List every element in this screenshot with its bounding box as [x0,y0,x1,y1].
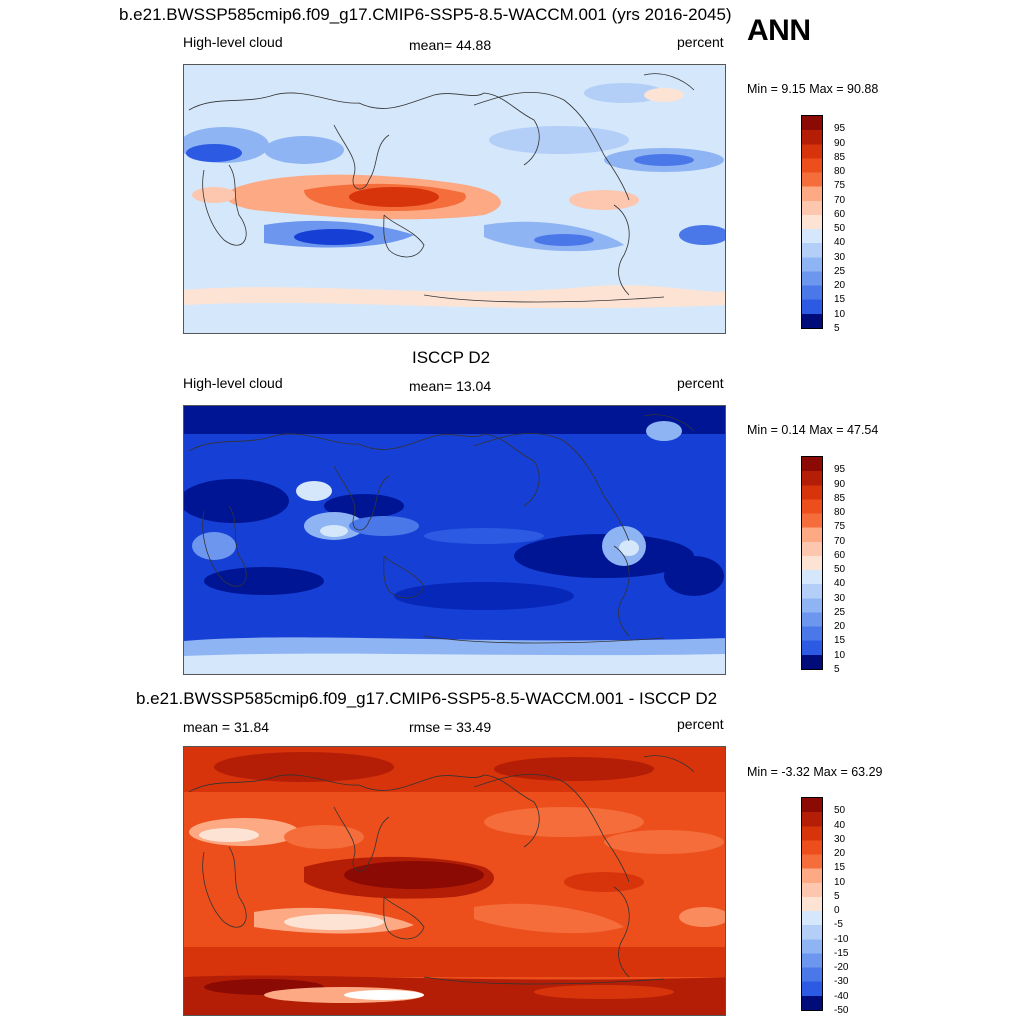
panel3-colorbar-tick-label: 0 [834,905,840,917]
panel3-mean-label: mean = 31.84 [183,719,270,735]
panel3-colorbar-tick-label: 50 [834,805,846,817]
panel2-colorbar-tick-label: 20 [834,621,846,633]
panel1-colorbar-tick-label: 75 [834,180,846,192]
panel1-colorbar [801,115,823,329]
season-label: ANN [747,14,811,47]
panel1-colorbar-tick-label: 20 [834,280,846,292]
panel3-colorbar-tick-label: 40 [834,819,846,831]
panel2-colorbar-tick-label: 5 [834,664,840,675]
panel3-colorbar [801,797,823,1011]
panel3-colorbar-tick-label: -20 [834,962,849,974]
panel2-colorbar-tick-label: 80 [834,507,846,519]
panel1-map [183,64,726,334]
panel2-colorbar-tick-label: 95 [834,464,846,476]
panel2-colorbar-tick-label: 85 [834,492,846,504]
panel3-rmse-label: rmse = 33.49 [409,719,492,735]
panel2-colorbar-tick-label: 90 [834,478,846,490]
panel2-map [183,405,726,675]
panel1-colorbar-tick-label: 85 [834,151,846,163]
panel3-colorbar-tick-label: -10 [834,933,849,945]
panel2-minmax: Min = 0.14 Max = 47.54 [747,423,879,437]
panel2-colorbar-tick-label: 10 [834,649,846,661]
panel3-colorbar-tick-label: -30 [834,976,849,988]
panel1-colorbar-tick-label: 10 [834,308,846,320]
panel2-variable-label: High-level cloud [183,375,283,391]
panel2-colorbar-tick-label: 30 [834,592,846,604]
panel3-colorbar-tick-label: 5 [834,890,840,902]
panel1-colorbar-tick-label: 15 [834,294,846,306]
panel1-colorbar-tick-label: 80 [834,166,846,178]
panel1-colorbar-tick-label: 95 [834,123,846,135]
panel1-units-label: percent [677,34,724,50]
panel3-colorbar-tick-label: 15 [834,862,846,874]
panel3-colorbar-tick-label: 10 [834,876,846,888]
panel3-colorbar-tick-label: -40 [834,990,849,1002]
panel1-mean-label: mean= 44.88 [409,37,492,53]
panel2-colorbar-tick-label: 60 [834,549,846,561]
panel2-colorbar-tick-label: 70 [834,535,846,547]
panel1-colorbar-tick-label: 50 [834,223,846,235]
panel2-colorbar-tick-label: 40 [834,578,846,590]
panel1-colorbar-tick-label: 90 [834,137,846,149]
panel2-colorbar [801,456,823,670]
panel3-minmax: Min = -3.32 Max = 63.29 [747,765,883,779]
panel1-colorbar-tick-label: 40 [834,237,846,249]
panel3-title: b.e21.BWSSP585cmip6.f09_g17.CMIP6-SSP5-8… [136,689,718,708]
panel3-colorbar-tick-label: 20 [834,848,846,860]
panel1-colorbar-tick-label: 5 [834,323,840,334]
panel2-colorbar-tick-label: 50 [834,564,846,576]
panel2-colorbar-tick-label: 25 [834,606,846,618]
panel2-title: ISCCP D2 [412,348,491,367]
panel1-colorbar-tick-label: 30 [834,251,846,263]
panel3-colorbar-tick-label: -5 [834,919,843,931]
panel3-colorbar-tick-label: 30 [834,833,846,845]
panel2-units-label: percent [677,375,724,391]
panel1-minmax: Min = 9.15 Max = 90.88 [747,82,879,96]
panel3-map [183,746,726,1016]
panel2-colorbar-tick-label: 75 [834,521,846,533]
panel3-units-label: percent [677,716,724,732]
panel3-colorbar-tick-label: -15 [834,947,849,959]
panel3-colorbar-tick-label: -50 [834,1005,849,1016]
panel2-colorbar-tick-label: 15 [834,635,846,647]
panel2-mean-label: mean= 13.04 [409,378,492,394]
panel1-colorbar-tick-label: 25 [834,265,846,277]
panel1-colorbar-tick-label: 60 [834,208,846,220]
panel1-colorbar-tick-label: 70 [834,194,846,206]
panel1-variable-label: High-level cloud [183,34,283,50]
model-title: b.e21.BWSSP585cmip6.f09_g17.CMIP6-SSP5-8… [119,5,732,24]
